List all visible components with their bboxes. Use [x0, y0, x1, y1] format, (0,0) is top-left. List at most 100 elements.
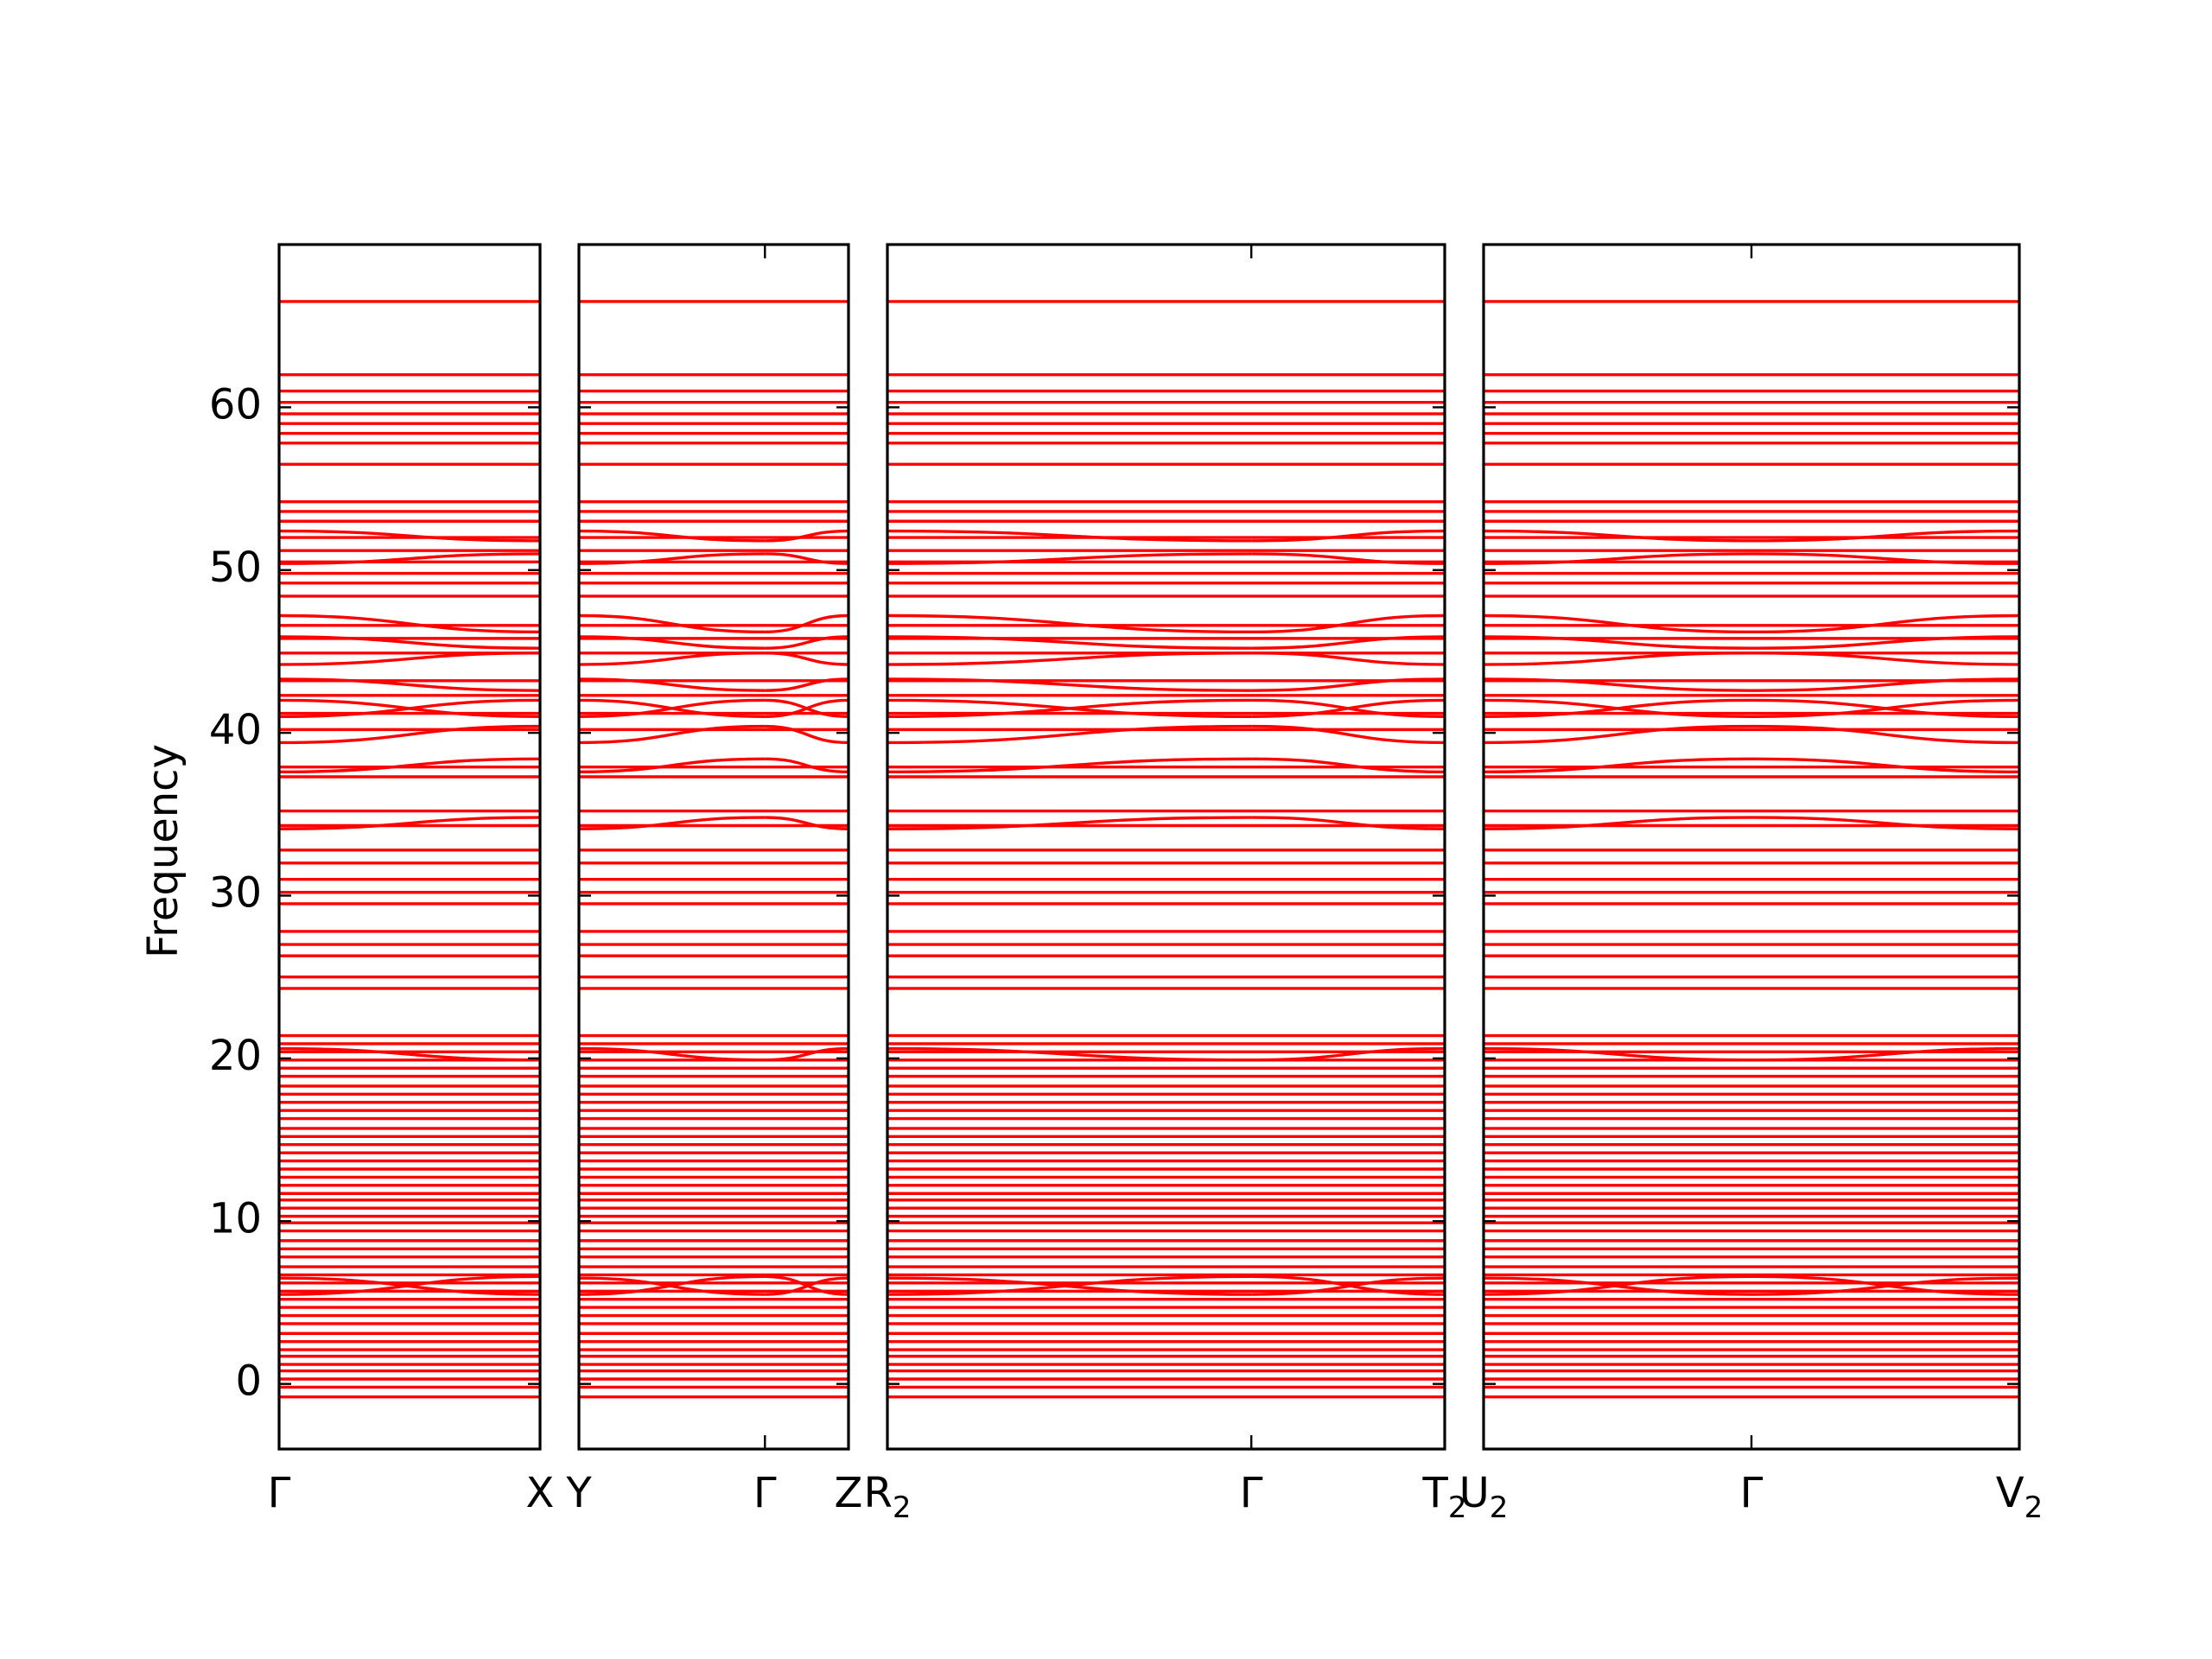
band-line: [578, 757, 766, 774]
x-tick-label: V2: [1996, 1469, 2043, 1525]
panel-frame: [277, 243, 542, 1451]
band-line: [1751, 816, 2020, 830]
band-line: [1251, 529, 1446, 543]
band-line: [278, 552, 541, 565]
band-line: [1251, 757, 1446, 774]
band-line: [1251, 816, 1446, 830]
band-line: [765, 757, 849, 774]
band-line: [1483, 635, 1752, 650]
band-line: [278, 698, 541, 718]
band-line: [765, 635, 849, 650]
band-line: [765, 677, 849, 692]
band-line: [887, 1274, 1252, 1296]
band-line: [765, 529, 849, 543]
x-tick-label: U2: [1459, 1469, 1509, 1525]
band-line: [765, 698, 849, 718]
band-line: [887, 552, 1252, 565]
y-tick-label: 20: [209, 1032, 262, 1080]
band-line: [887, 529, 1252, 543]
band-line: [1251, 652, 1446, 666]
y-tick-label: 50: [209, 543, 262, 592]
band-line: [887, 652, 1252, 666]
band-line: [887, 677, 1252, 692]
band-line: [1751, 635, 2020, 650]
band-line: [887, 1046, 1252, 1062]
x-tick-label: Γ: [268, 1469, 291, 1517]
band-line: [1751, 529, 2020, 543]
y-tick-label: 0: [235, 1357, 262, 1406]
band-line: [1483, 1274, 1752, 1296]
band-line: [578, 635, 766, 650]
panel-frame: [577, 243, 850, 1451]
band-line: [887, 757, 1252, 774]
band-line: [887, 698, 1252, 718]
band-line: [1751, 698, 2020, 718]
band-line: [278, 757, 541, 774]
band-line: [278, 816, 541, 830]
band-line: [1251, 698, 1446, 718]
band-line: [278, 677, 541, 692]
panel-frame: [1482, 243, 2021, 1451]
band-line: [887, 816, 1252, 830]
band-line: [1483, 816, 1752, 830]
band-line: [1483, 652, 1752, 666]
band-line: [765, 1274, 849, 1296]
band-line: [578, 1274, 766, 1296]
band-line: [578, 613, 766, 634]
band-line: [278, 635, 541, 650]
y-axis-label: Frequency: [139, 744, 188, 958]
band-line: [887, 724, 1252, 745]
band-line: [578, 677, 766, 692]
band-line: [278, 724, 541, 745]
band-line: [1483, 1046, 1752, 1062]
band-line: [1751, 757, 2020, 774]
band-line: [278, 652, 541, 666]
band-line: [578, 698, 766, 718]
band-line: [765, 816, 849, 830]
x-tick-label: Γ: [1740, 1469, 1764, 1517]
band-line: [1751, 552, 2020, 565]
x-tick-label: Z: [835, 1469, 863, 1517]
band-line: [578, 552, 766, 565]
band-line: [1251, 1046, 1446, 1062]
y-tick-label: 40: [209, 706, 262, 754]
band-line: [1251, 1274, 1446, 1296]
band-line: [1751, 613, 2020, 634]
band-line: [1751, 652, 2020, 666]
band-panel: U2 Γ V2: [1459, 243, 2043, 1525]
band-line: [887, 613, 1252, 634]
band-line: [1483, 613, 1752, 634]
band-line: [1483, 757, 1752, 774]
band-line: [1483, 724, 1752, 745]
band-line: [1251, 635, 1446, 650]
band-line: [578, 652, 766, 666]
band-line: [1251, 552, 1446, 565]
band-line: [278, 529, 541, 543]
band-line: [1483, 552, 1752, 565]
band-line: [278, 613, 541, 634]
band-line: [278, 1274, 541, 1296]
band-line: [1751, 677, 2020, 692]
band-line: [765, 652, 849, 666]
y-tick-label: 30: [209, 869, 262, 918]
band-line: [1751, 1274, 2020, 1296]
band-line: [278, 1046, 541, 1062]
x-tick-label: R2: [864, 1469, 912, 1525]
band-line: [1751, 724, 2020, 745]
y-tick-label: 10: [209, 1194, 262, 1243]
x-tick-label: Γ: [1240, 1469, 1263, 1517]
band-line: [578, 1046, 766, 1062]
band-line: [1251, 677, 1446, 692]
band-line: [1483, 677, 1752, 692]
band-line: [578, 816, 766, 830]
band-line: [765, 552, 849, 565]
band-line: [765, 724, 849, 745]
band-line: [765, 1046, 849, 1062]
band-line: [1483, 698, 1752, 718]
band-line: [1251, 613, 1446, 634]
band-line: [1483, 529, 1752, 543]
